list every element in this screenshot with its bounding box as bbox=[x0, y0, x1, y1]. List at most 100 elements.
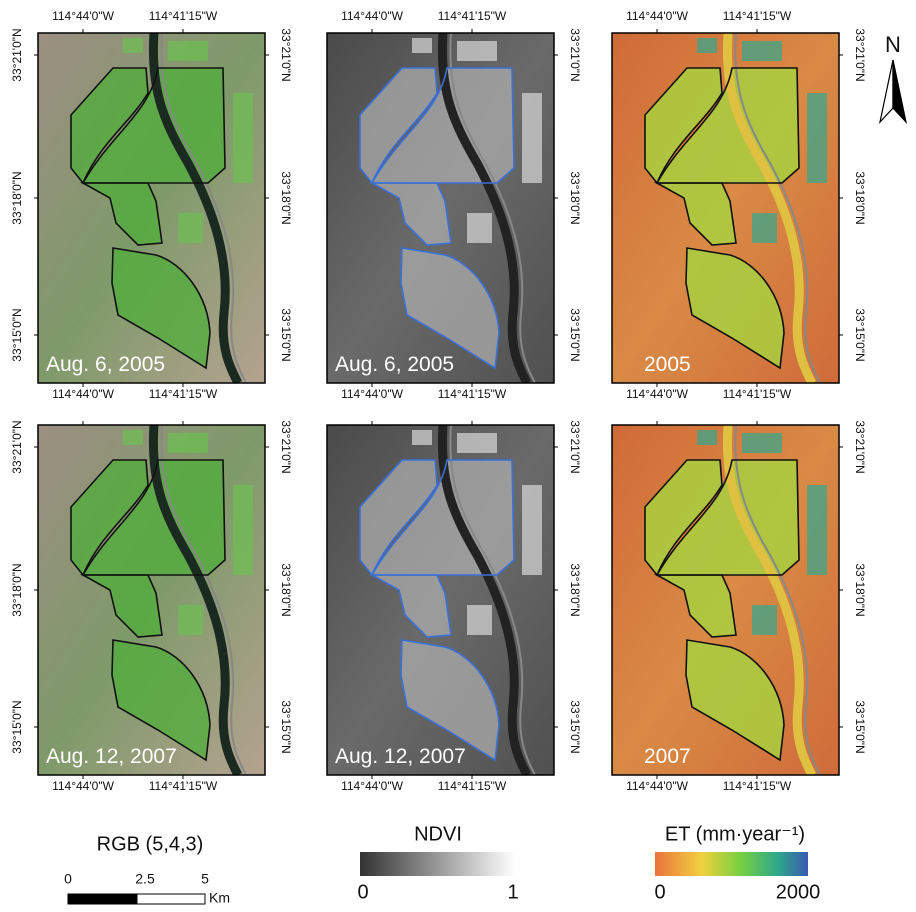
field bbox=[742, 41, 782, 61]
north-label: N bbox=[885, 32, 901, 57]
field bbox=[467, 605, 492, 635]
vegetation bbox=[71, 460, 148, 575]
vegetation bbox=[686, 640, 784, 760]
lon-label: 114°41'15"W bbox=[723, 387, 792, 401]
frame bbox=[326, 32, 555, 384]
river-bank bbox=[160, 33, 247, 383]
boundary bbox=[79, 182, 163, 246]
lat-label: 33°21'0"N bbox=[568, 28, 582, 81]
vegetation bbox=[71, 68, 148, 183]
field bbox=[178, 605, 203, 635]
river-bank bbox=[449, 33, 536, 383]
lat-label: 33°21'0"N bbox=[853, 420, 867, 473]
boundary bbox=[655, 67, 800, 184]
river bbox=[722, 425, 817, 775]
map-panel: 2005 114°44'0"W 114°44'0"W 114°41'15"W 114°4… bbox=[611, 9, 867, 401]
lat-label: 33°15'0"N bbox=[568, 700, 582, 753]
field bbox=[697, 430, 717, 445]
map-panel: Aug. 12, 2007 114°44'0"W 114°41'15"W 33°21'… bbox=[326, 420, 582, 793]
vegetation bbox=[401, 640, 499, 760]
map-panel: Aug. 6, 2005 114°44'0"W 114°44'0"W 114°41'1… bbox=[326, 9, 582, 401]
field bbox=[123, 38, 143, 53]
lat-label: 33°15'0"N bbox=[853, 700, 867, 753]
lon-label: 114°44'0"W bbox=[52, 9, 115, 23]
panel-label: Aug. 12, 2007 bbox=[335, 745, 466, 768]
lon-label: 114°44'0"W bbox=[341, 9, 404, 23]
lat-label: 33°18'0"N bbox=[568, 563, 582, 616]
boundary bbox=[370, 459, 515, 576]
field bbox=[742, 433, 782, 453]
map-panel: Aug. 12, 2007 114°44'0"W 114°41'15"W 33°21'… bbox=[10, 420, 293, 793]
lon-label: 114°44'0"W bbox=[626, 779, 689, 793]
lat-label: 33°21'0"N bbox=[10, 28, 24, 81]
field bbox=[522, 485, 542, 575]
map-panel: 2007 114°44'0"W 114°41'15"W 33°21'0"N 33°18'… bbox=[611, 420, 867, 793]
field bbox=[178, 213, 203, 243]
vegetation bbox=[372, 575, 451, 637]
river-bank bbox=[734, 33, 821, 383]
field bbox=[412, 38, 432, 53]
north-arrow bbox=[892, 59, 908, 124]
legend-max: 2000 bbox=[776, 881, 821, 903]
scale-bar bbox=[136, 893, 206, 905]
map-image bbox=[612, 425, 839, 775]
field bbox=[467, 213, 492, 243]
boundary bbox=[653, 182, 737, 246]
boundary bbox=[81, 67, 226, 184]
boundary bbox=[111, 639, 211, 762]
vegetation bbox=[372, 68, 514, 183]
field bbox=[752, 605, 777, 635]
vegetation bbox=[372, 183, 451, 245]
vegetation bbox=[112, 248, 210, 368]
lat-label: 33°15'0"N bbox=[279, 308, 293, 361]
lon-label: 114°44'0"W bbox=[341, 387, 404, 401]
river bbox=[722, 33, 817, 383]
legend-title: NDVI bbox=[414, 823, 462, 845]
lat-label: 33°15'0"N bbox=[10, 700, 24, 753]
panel-label: Aug. 12, 2007 bbox=[46, 745, 177, 768]
field bbox=[168, 433, 208, 453]
field bbox=[807, 485, 827, 575]
lon-label: 114°41'15"W bbox=[723, 779, 792, 793]
lon-label: 114°41'15"W bbox=[438, 779, 507, 793]
scale-label: 5 bbox=[201, 871, 209, 887]
river-bank bbox=[160, 425, 247, 775]
river bbox=[148, 33, 243, 383]
lat-label: 33°15'0"N bbox=[853, 308, 867, 361]
vegetation bbox=[645, 68, 722, 183]
river-bank bbox=[734, 425, 821, 775]
field bbox=[233, 485, 253, 575]
vegetation bbox=[372, 460, 514, 575]
legend-min: 0 bbox=[654, 881, 665, 903]
boundary bbox=[653, 574, 737, 638]
map-image bbox=[327, 425, 554, 775]
lon-label: 114°41'15"W bbox=[438, 387, 507, 401]
boundary bbox=[400, 247, 500, 370]
vegetation bbox=[83, 183, 162, 245]
field bbox=[522, 93, 542, 183]
lat-label: 33°18'0"N bbox=[10, 171, 24, 224]
lon-label: 114°44'0"W bbox=[52, 387, 115, 401]
panel-label: Aug. 6, 2005 bbox=[335, 353, 454, 376]
river bbox=[437, 425, 532, 775]
lat-label: 33°18'0"N bbox=[279, 171, 293, 224]
river bbox=[148, 425, 243, 775]
scale-unit: Km bbox=[209, 890, 230, 906]
vegetation bbox=[686, 248, 784, 368]
lat-label: 33°21'0"N bbox=[568, 420, 582, 473]
legends: RGB (5,4,3) NDVI 0 1 ET (mm·year⁻¹) 0 20… bbox=[64, 32, 908, 906]
panel-label: 2007 bbox=[644, 745, 691, 768]
boundary bbox=[370, 67, 515, 184]
lat-label: 33°18'0"N bbox=[279, 563, 293, 616]
boundary bbox=[81, 459, 226, 576]
map-panel: Aug. 6, 2005 114°44'0"W 114°44'0"W 114°41'1… bbox=[10, 9, 293, 401]
lon-label: 114°44'0"W bbox=[626, 387, 689, 401]
vegetation bbox=[83, 575, 162, 637]
field bbox=[457, 41, 497, 61]
boundary bbox=[368, 574, 452, 638]
lat-label: 33°18'0"N bbox=[10, 563, 24, 616]
boundary bbox=[685, 247, 785, 370]
boundary bbox=[400, 639, 500, 762]
